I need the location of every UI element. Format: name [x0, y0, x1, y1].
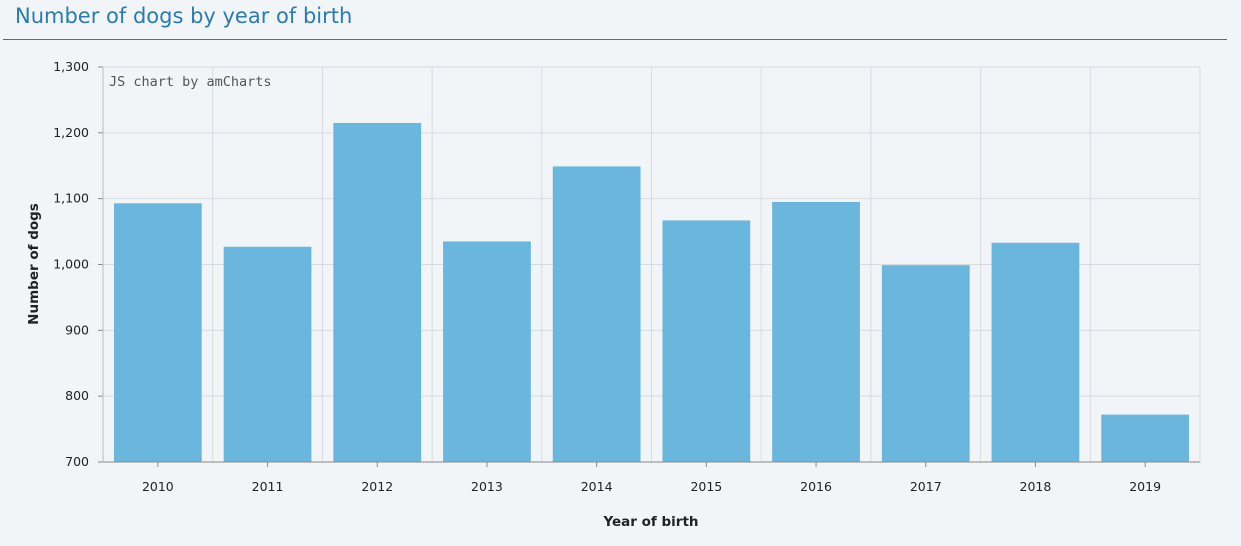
chart-axes: 700 800 900 1,000 1,100 1,200 1,300 2010 2011 201…: [53, 59, 1200, 494]
y-tick-label: 900: [65, 322, 89, 337]
bar-2016[interactable]: [772, 201, 860, 463]
x-tick-label: 2017: [910, 479, 942, 494]
x-tick-label: 2019: [1129, 479, 1161, 494]
title-divider: [3, 39, 1227, 40]
y-tick-label: 800: [65, 388, 89, 403]
x-tick-label: 2011: [252, 479, 284, 494]
bar-2017[interactable]: [881, 265, 970, 462]
chart-credit[interactable]: JS chart by amCharts: [109, 74, 272, 90]
x-tick-label: 2014: [581, 479, 613, 494]
page-title: Number of dogs by year of birth: [15, 4, 353, 28]
x-tick-label: 2012: [361, 479, 393, 494]
x-tick-label: 2018: [1020, 479, 1052, 494]
bar-2013[interactable]: [443, 241, 531, 462]
y-tick-label: 1,200: [53, 125, 89, 140]
y-tick-label: 700: [65, 454, 89, 469]
y-axis-title: Number of dogs: [26, 203, 42, 325]
y-tick-label: 1,000: [53, 257, 89, 272]
x-axis-title: Year of birth: [602, 514, 698, 530]
bar-2014[interactable]: [552, 166, 641, 463]
y-tick-label: 1,100: [53, 191, 89, 206]
bar-2019[interactable]: [1101, 414, 1190, 462]
chart-bars: [113, 122, 1190, 463]
bar-2010[interactable]: [113, 203, 202, 462]
x-tick-label: 2016: [800, 479, 832, 494]
x-tick-label: 2010: [142, 479, 174, 494]
x-tick-label: 2015: [690, 479, 722, 494]
bar-2015[interactable]: [662, 220, 751, 462]
x-tick-label: 2013: [471, 479, 503, 494]
bar-2018[interactable]: [991, 242, 1080, 462]
bar-2011[interactable]: [223, 246, 312, 462]
y-tick-label: 1,300: [53, 59, 89, 74]
bar-2012[interactable]: [333, 122, 422, 462]
